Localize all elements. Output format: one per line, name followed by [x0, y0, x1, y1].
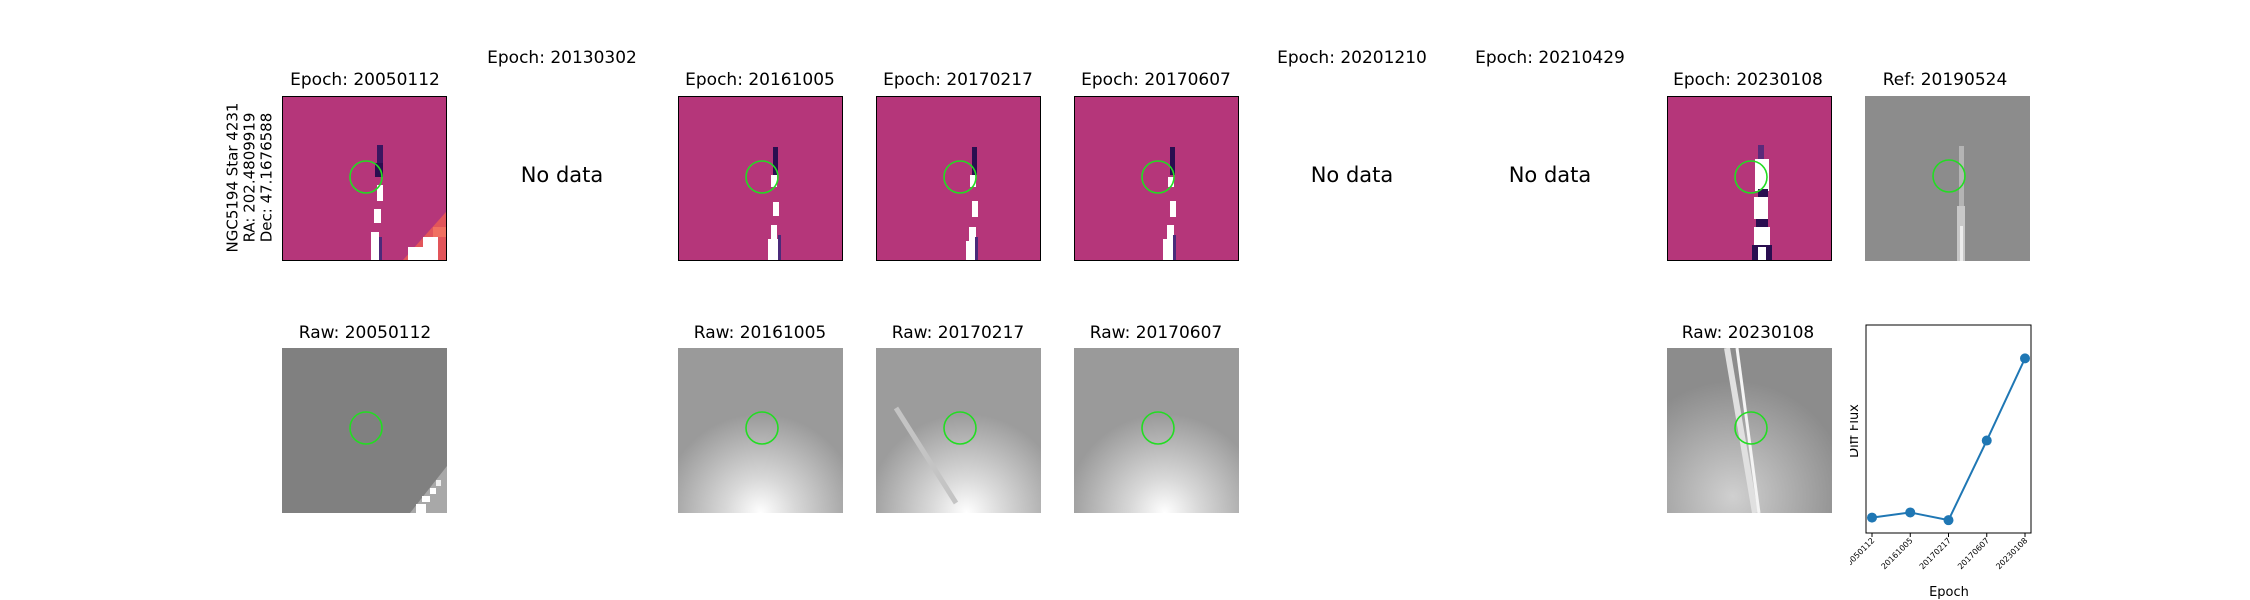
- data-point: [1867, 512, 1877, 523]
- aperture-circle: [1141, 160, 1175, 194]
- aperture-circle: [943, 160, 977, 194]
- aperture-circle: [349, 411, 383, 445]
- x-tick-label: 20161005: [1880, 536, 1915, 571]
- raw-title-0: Raw: 20050112: [298, 323, 432, 343]
- no-data-20130302: No data: [520, 163, 604, 187]
- aperture-circle: [1141, 411, 1175, 445]
- y-axis-label: Diff Flux: [1850, 404, 1862, 458]
- raw-image-20170217: [876, 348, 1041, 513]
- diff-flux-chart: 20050112 20161005 20170217 20170607 20230108…: [1850, 324, 2032, 600]
- raw-title-4: Raw: 20230108: [1681, 323, 1815, 343]
- aperture-circle: [745, 411, 779, 445]
- data-point: [1981, 435, 1992, 446]
- data-point: [2020, 353, 2030, 364]
- data-point: [1943, 515, 1954, 526]
- top-title-2: Epoch: 20161005: [685, 70, 835, 90]
- top-title-1: Epoch: 20130302: [487, 48, 637, 68]
- raw-image-20050112: [282, 348, 447, 513]
- top-title-0: Epoch: 20050112: [290, 70, 440, 90]
- raw-image-20161005: [678, 348, 843, 513]
- ref-image-20190524: [1865, 96, 2030, 261]
- no-data-20201210: No data: [1310, 163, 1394, 187]
- x-tick-label: 20170607: [1956, 536, 1991, 571]
- data-point: [1905, 507, 1916, 518]
- raw-image-20230108: [1667, 348, 1832, 513]
- plot-frame: [1865, 324, 2032, 534]
- x-axis-label: Epoch: [1929, 585, 1969, 600]
- top-title-5: Epoch: 20201210: [1277, 48, 1427, 68]
- aperture-circle: [349, 160, 383, 194]
- x-tick-label: 20050112: [1850, 536, 1876, 571]
- no-data-20210429: No data: [1508, 163, 1592, 187]
- raw-title-2: Raw: 20170217: [891, 323, 1025, 343]
- aperture-circle: [1734, 160, 1768, 194]
- raw-title-3: Raw: 20170607: [1089, 323, 1223, 343]
- star-label: NGC5194 Star 4231 RA: 202.4809919 Dec: 4…: [223, 88, 276, 268]
- top-title-4: Epoch: 20170607: [1081, 70, 1231, 90]
- star-ra: RA: 202.4809919: [240, 112, 259, 243]
- aperture-circle: [745, 160, 779, 194]
- aperture-circle: [1734, 411, 1768, 445]
- x-tick-label: 20170217: [1918, 536, 1953, 571]
- diff-image-20161005: [678, 96, 843, 261]
- diff-image-20170607: [1074, 96, 1239, 261]
- star-name: NGC5194 Star 4231: [223, 102, 242, 253]
- raw-title-1: Raw: 20161005: [693, 323, 827, 343]
- aperture-circle: [1932, 159, 1966, 193]
- diff-image-20170217: [876, 96, 1041, 261]
- x-tick-label: 20230108: [1994, 536, 2029, 571]
- star-dec: Dec: 47.1676588: [257, 112, 276, 243]
- diff-image-20050112: [282, 96, 447, 261]
- top-title-6: Epoch: 20210429: [1475, 48, 1625, 68]
- top-title-3: Epoch: 20170217: [883, 70, 1033, 90]
- aperture-circle: [943, 411, 977, 445]
- top-title-7: Epoch: 20230108: [1673, 70, 1823, 90]
- diff-image-20230108: [1667, 96, 1832, 261]
- raw-image-20170607: [1074, 348, 1239, 513]
- top-title-8: Ref: 20190524: [1882, 70, 2008, 90]
